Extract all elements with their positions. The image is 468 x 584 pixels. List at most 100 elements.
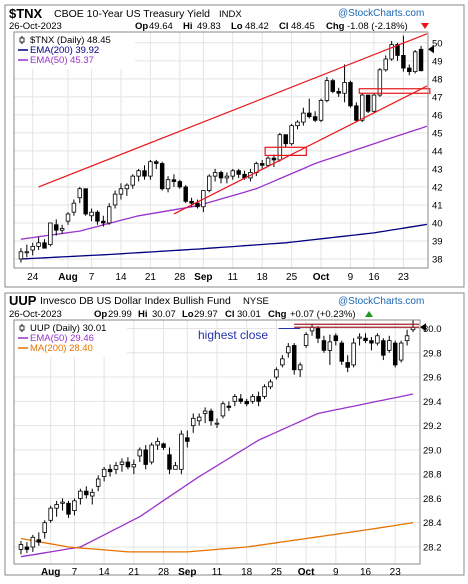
chart1-y-tick-label: 45 xyxy=(432,128,443,139)
chart2-legend-box xyxy=(15,321,127,357)
chart1-date: 26-Oct-2023 xyxy=(9,21,62,32)
chart2-candle-body xyxy=(238,398,244,402)
chart2-x-tick-label: 28 xyxy=(158,567,170,578)
chart2-candle-body xyxy=(119,461,125,465)
chart2-candle-body xyxy=(345,362,350,368)
chart2-candle-body xyxy=(404,335,410,342)
chart1-y-tick-label: 40 xyxy=(432,218,443,229)
chart1-candle-body xyxy=(412,51,418,73)
chart1-candle-body xyxy=(83,188,88,215)
chart1-candle-body xyxy=(77,188,83,199)
chart1-chg-value: -1.08 (-2.18%) xyxy=(347,21,408,32)
chart1-y-tick-label: 49 xyxy=(432,56,443,67)
chart2-x-tick-label: 25 xyxy=(271,567,283,578)
chart1-candle-body xyxy=(348,82,353,107)
chart2-y-tick-label: 30.0 xyxy=(423,324,442,335)
chart1-highlight-box xyxy=(264,146,307,157)
chart1-candle-body xyxy=(301,112,306,123)
chart1-candle-body xyxy=(177,181,183,188)
chart1-legend: $TNX (Daily) 48.45 EMA(200) 39.92 EMA(50… xyxy=(18,35,111,66)
chart1-candle-body xyxy=(36,242,41,247)
chart2-date: 26-Oct-2023 xyxy=(9,309,62,320)
chart1-candle-body xyxy=(71,202,77,213)
chart1-candle-body xyxy=(18,251,24,260)
chart1-candle-body xyxy=(112,193,118,206)
chart1-candle-body xyxy=(271,157,277,161)
chart2-y-tick-label: 29.0 xyxy=(423,445,442,456)
chart2-candle-body xyxy=(232,396,238,402)
chart2-x-tick-label: 23 xyxy=(390,567,402,578)
chart2-chg-value: +0.07 (+0.23%) xyxy=(290,309,356,320)
chart2-candle-body xyxy=(36,539,42,543)
chart2-y-tick-label: 28.8 xyxy=(423,470,442,481)
chart1-title: CBOE 10-Year US Treasury Yield xyxy=(54,8,210,20)
chart1-legend-ema50: EMA(50) 45.37 xyxy=(30,55,94,66)
chart1-ema200-line xyxy=(20,223,427,260)
chart2-ma200-line xyxy=(20,522,414,553)
chart2-candle-body xyxy=(244,400,249,405)
chart1-y-tick-label: 50 xyxy=(432,38,443,49)
chart1-y-tick-label: 47 xyxy=(432,92,443,103)
chart1-legend-ema200: EMA(200) 39.92 xyxy=(30,45,99,56)
chart2-title: Invesco DB US Dollar Index Bullish Fund xyxy=(40,295,231,307)
chart2-candle-body xyxy=(18,544,24,550)
chart2-op-value: 29.99 xyxy=(108,309,132,320)
chart1-legend-candle-body xyxy=(19,37,25,43)
chart2-candle-body xyxy=(303,334,309,346)
chart1-candle-body xyxy=(142,170,147,177)
chart1-candle-body xyxy=(48,222,53,245)
chart1-candle-body xyxy=(407,67,412,73)
chart2-candle-body xyxy=(66,502,71,515)
chart2-candle-body xyxy=(60,501,65,504)
chart1-candle-body xyxy=(165,179,171,190)
chart1-trendline xyxy=(173,85,428,215)
chart1-candle-body xyxy=(318,100,324,121)
chart1-candle-body xyxy=(124,184,130,190)
chart2-candle-body xyxy=(280,358,285,366)
chart1-candle-body xyxy=(289,125,294,145)
chart1-candle-body xyxy=(365,94,371,112)
chart2-last-value-marker xyxy=(420,323,426,332)
chart1-y-tick-label: 38 xyxy=(432,254,443,265)
chart1-x-tick-label: 18 xyxy=(257,272,269,283)
chart1-candle-body xyxy=(42,242,47,249)
chart2-cl-value: 30.01 xyxy=(237,309,261,320)
chart2-candle-body xyxy=(398,342,404,361)
chart2-candle-body xyxy=(149,444,154,463)
chart2-annotation-highest-close: highest close xyxy=(198,328,268,342)
chart1-y-tick-label: 46 xyxy=(432,110,443,121)
chart1-candle-body xyxy=(389,44,394,60)
chart2-candle-body xyxy=(48,507,53,521)
chart2-candle-body xyxy=(196,416,202,422)
chart2-candle-body xyxy=(131,464,137,468)
chart1-candle-body xyxy=(383,58,388,71)
chart1-last-value-marker xyxy=(428,45,434,54)
chart1-x-tick-label: 21 xyxy=(145,272,157,283)
chart1-candle-body xyxy=(371,94,377,112)
chart2-candle-body xyxy=(291,345,297,371)
chart2-candle-body xyxy=(286,346,291,354)
chart1-candle-body xyxy=(54,224,59,231)
chart1-highlight-box xyxy=(358,88,431,94)
chart2-x-tick-label: Sep xyxy=(178,567,196,578)
chart2-hi-value: 30.07 xyxy=(152,309,176,320)
chart1-x-tick-label: 7 xyxy=(89,272,95,283)
chart2-candle-body xyxy=(297,364,303,371)
chart2-candle-body xyxy=(101,468,107,477)
chart1-candle-body xyxy=(154,161,159,164)
chart2-candle-body xyxy=(107,468,113,473)
chart2-x-tick-label: Aug xyxy=(41,567,60,578)
chart2-candle-body xyxy=(42,522,47,533)
chart1-y-tick-label: 41 xyxy=(432,200,443,211)
chart2-candle-body xyxy=(78,490,83,499)
chart2-candle-body xyxy=(226,405,232,408)
chart1-candle-body xyxy=(259,163,265,166)
chart1-x-tick-label: Sep xyxy=(194,272,212,283)
chart2-ema50-line xyxy=(20,393,414,558)
chart2-candle-body xyxy=(375,335,380,344)
chart2-x-tick-label: 18 xyxy=(241,567,253,578)
chart2-candle-body xyxy=(387,340,392,351)
chart2-x-tick-label: 7 xyxy=(72,567,78,578)
chart1-x-tick-label: Oct xyxy=(313,272,330,283)
chart1-ema50-line xyxy=(20,125,428,240)
